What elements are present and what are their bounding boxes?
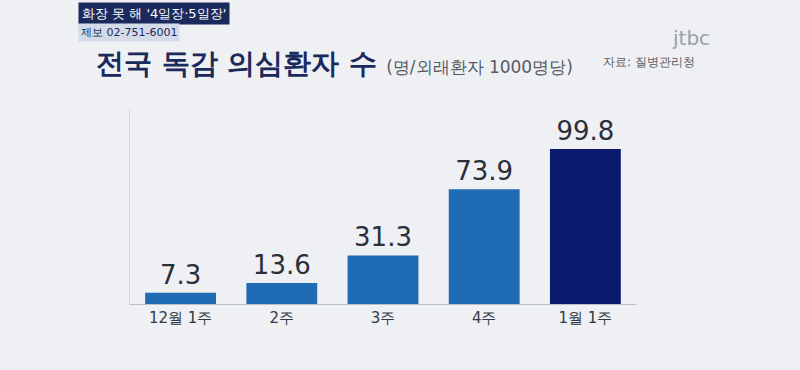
svg-text:73.9: 73.9 xyxy=(455,156,513,186)
svg-text:99.8: 99.8 xyxy=(556,116,614,146)
svg-text:2주: 2주 xyxy=(270,309,295,327)
svg-text:제보 02-751-6001: 제보 02-751-6001 xyxy=(81,26,177,39)
svg-text:화장 못 해 '4일장·5일장': 화장 못 해 '4일장·5일장' xyxy=(82,6,226,21)
svg-text:자료: 질병관리청: 자료: 질병관리청 xyxy=(603,55,695,69)
svg-text:13.6: 13.6 xyxy=(253,250,311,280)
svg-text:4주: 4주 xyxy=(472,309,497,327)
svg-text:31.3: 31.3 xyxy=(354,222,412,252)
svg-text:7.3: 7.3 xyxy=(160,260,201,290)
svg-text:12월 1주: 12월 1주 xyxy=(149,309,212,327)
svg-text:1월 1주: 1월 1주 xyxy=(558,309,612,327)
svg-text:jtbc: jtbc xyxy=(672,26,710,50)
svg-text:전국 독감 의심환자 수 (명/외래환자 1000명당): 전국 독감 의심환자 수 (명/외래환자 1000명당) xyxy=(96,47,573,80)
svg-text:3주: 3주 xyxy=(371,309,396,327)
